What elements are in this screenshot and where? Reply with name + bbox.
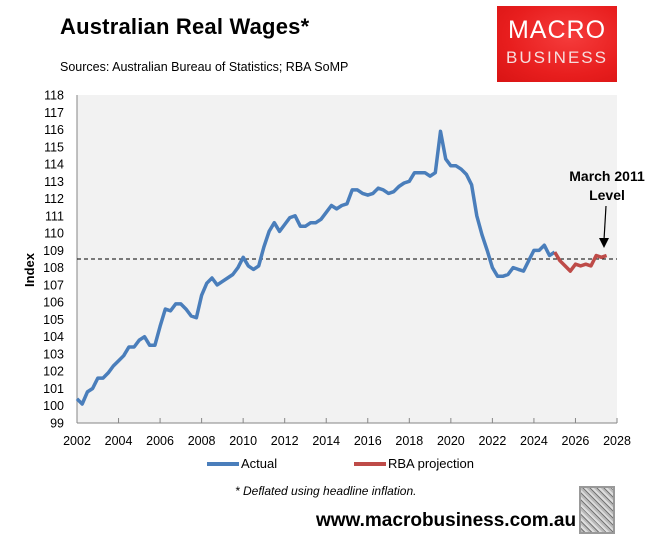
x-tick-label: 2004 (105, 434, 133, 448)
y-tick-label: 114 (44, 158, 64, 172)
y-tick-label: 113 (44, 175, 64, 189)
y-tick-label: 112 (44, 192, 64, 206)
y-tick-label: 102 (43, 365, 64, 379)
x-tick-label: 2024 (520, 434, 548, 448)
x-axis-ticks: 2002 2004 2006 2008 2010 2012 2014 2016 2018 2020… (63, 418, 631, 448)
y-tick-label: 100 (43, 399, 64, 413)
y-tick-label: 118 (44, 89, 64, 103)
x-tick-label: 2008 (188, 434, 216, 448)
x-tick-label: 2002 (63, 434, 91, 448)
x-tick-label: 2010 (229, 434, 257, 448)
y-axis-ticks: 99 100 101 102 103 104 105 106 107 108 109 110 111 11… (43, 89, 64, 431)
y-tick-label: 110 (44, 227, 64, 241)
legend-projection: RBA projection (354, 456, 474, 471)
rba-projection-series-line (553, 251, 608, 273)
actual-series-line (75, 129, 556, 406)
x-tick-label: 2026 (562, 434, 590, 448)
legend-actual-swatch (207, 461, 239, 466)
annotation-line-2: Level (589, 187, 625, 203)
x-tick-label: 2018 (395, 434, 423, 448)
x-tick-label: 2014 (312, 434, 340, 448)
y-tick-label: 111 (45, 209, 64, 223)
x-tick-label: 2022 (478, 434, 506, 448)
y-tick-label: 104 (43, 330, 64, 344)
x-tick-label: 2012 (271, 434, 299, 448)
website-link[interactable]: www.macrobusiness.com.au (316, 510, 577, 531)
y-tick-label: 108 (43, 261, 64, 275)
chart-sources: Sources: Australian Bureau of Statistics… (60, 60, 349, 74)
y-tick-label: 107 (43, 278, 64, 292)
x-tick-label: 2006 (146, 434, 174, 448)
y-axis-label: Index (22, 252, 37, 287)
y-tick-label: 105 (43, 313, 64, 327)
macrobusiness-logo: MACRO BUSINESS (497, 6, 617, 82)
x-tick-label: 2020 (437, 434, 465, 448)
legend-actual: Actual (207, 456, 277, 471)
annotation-line-1: March 2011 (569, 168, 645, 184)
y-tick-label: 116 (44, 123, 64, 137)
y-tick-label: 99 (50, 417, 64, 431)
y-tick-label: 109 (43, 244, 64, 258)
y-tick-label: 115 (44, 140, 64, 154)
y-tick-label: 117 (44, 106, 64, 120)
annotation-arrow-icon (599, 205, 609, 248)
chart-title: Australian Real Wages* (60, 14, 310, 39)
logo-line-2: BUSINESS (506, 48, 608, 67)
legend-projection-label: RBA projection (388, 456, 474, 471)
footnote: * Deflated using headline inflation. (235, 484, 417, 498)
wolf-head-icon (579, 486, 615, 534)
y-tick-label: 103 (43, 347, 64, 361)
logo-line-1: MACRO (507, 16, 607, 44)
x-tick-label: 2028 (603, 434, 631, 448)
legend-actual-label: Actual (241, 456, 278, 471)
x-tick-label: 2016 (354, 434, 382, 448)
y-tick-label: 101 (43, 382, 64, 396)
legend-projection-swatch (354, 461, 386, 466)
y-tick-label: 106 (43, 296, 64, 310)
